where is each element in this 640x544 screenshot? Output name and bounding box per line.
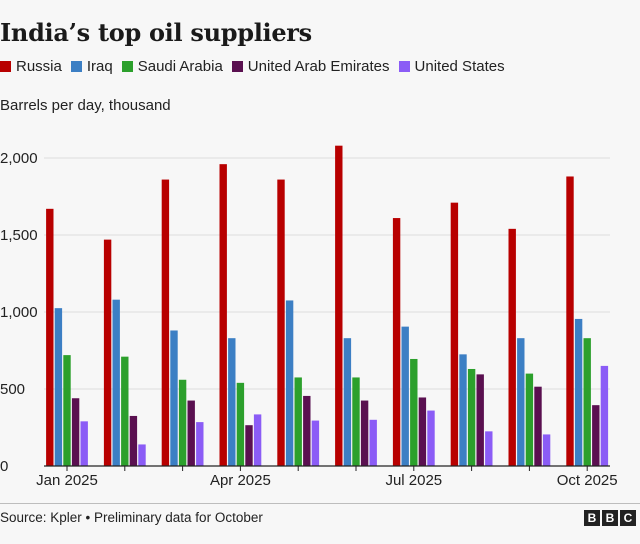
bar-united-states-may-2025 — [311, 420, 320, 466]
bar-russia-jan-2025 — [46, 208, 54, 466]
bar-saudi-arabia-apr-2025 — [236, 382, 245, 466]
bar-united-arab-emirates-may-2025 — [303, 395, 311, 466]
legend-item-iraq: Iraq — [70, 58, 113, 75]
bar-iraq-aug-2025 — [459, 354, 467, 466]
bar-iraq-apr-2025 — [228, 338, 236, 466]
bar-russia-jul-2025 — [392, 218, 401, 466]
bar-russia-mar-2025 — [161, 179, 170, 466]
legend-label: Iraq — [86, 58, 113, 75]
bar-saudi-arabia-feb-2025 — [121, 356, 129, 466]
x-tick-label: Oct 2025 — [557, 472, 618, 489]
bar-united-arab-emirates-oct-2025 — [592, 405, 600, 466]
y-tick-label: 1,000 — [0, 304, 38, 321]
bar-united-states-jul-2025 — [427, 410, 435, 466]
bar-united-states-mar-2025 — [196, 422, 204, 466]
bar-saudi-arabia-jan-2025 — [63, 355, 71, 466]
bar-united-states-feb-2025 — [138, 444, 146, 466]
bar-united-arab-emirates-jul-2025 — [418, 397, 427, 466]
bar-russia-sep-2025 — [508, 228, 516, 466]
bar-united-states-sep-2025 — [542, 434, 551, 466]
bar-saudi-arabia-mar-2025 — [178, 379, 187, 466]
legend-item-united-states: United States — [398, 58, 505, 75]
bbc-logo-letter-1: B — [584, 510, 600, 526]
bar-saudi-arabia-jul-2025 — [410, 358, 418, 466]
bbc-logo-letter-2: B — [602, 510, 618, 526]
legend-swatch — [70, 61, 82, 72]
bar-saudi-arabia-aug-2025 — [467, 368, 476, 466]
bar-united-states-oct-2025 — [600, 365, 609, 466]
bbc-logo: B B C — [584, 510, 636, 526]
legend-item-saudi-arabia: Saudi Arabia — [121, 58, 223, 75]
legend-swatch — [121, 61, 133, 72]
bar-united-arab-emirates-jan-2025 — [71, 398, 80, 466]
bar-saudi-arabia-jun-2025 — [352, 377, 360, 466]
bar-saudi-arabia-sep-2025 — [525, 373, 534, 466]
footer-divider — [0, 503, 640, 504]
legend-label: United Arab Emirates — [247, 58, 390, 75]
bar-russia-apr-2025 — [219, 164, 227, 466]
bar-united-arab-emirates-aug-2025 — [476, 374, 484, 466]
y-tick-label: 1,500 — [0, 227, 38, 244]
bar-united-arab-emirates-jun-2025 — [360, 400, 369, 466]
bar-united-arab-emirates-mar-2025 — [187, 400, 195, 466]
x-tick-label: Jan 2025 — [36, 472, 98, 489]
bar-iraq-may-2025 — [285, 300, 294, 466]
y-tick-label: 500 — [0, 381, 25, 398]
legend-swatch — [0, 61, 11, 72]
legend-label: Russia — [16, 58, 62, 75]
x-tick-label: Apr 2025 — [210, 472, 271, 489]
y-tick-label: 2,000 — [0, 150, 38, 167]
bar-iraq-jan-2025 — [54, 308, 63, 466]
x-tick-label: Jul 2025 — [385, 472, 442, 489]
legend-swatch — [398, 61, 410, 72]
legend-swatch — [231, 61, 243, 72]
bar-united-arab-emirates-sep-2025 — [534, 386, 542, 466]
bar-united-states-apr-2025 — [253, 414, 262, 466]
legend: Russia Iraq Saudi Arabia United Arab Emirat… — [0, 58, 514, 75]
bar-iraq-sep-2025 — [517, 338, 525, 466]
bar-iraq-jul-2025 — [401, 326, 409, 466]
bar-saudi-arabia-may-2025 — [294, 377, 302, 466]
bar-iraq-feb-2025 — [112, 299, 120, 466]
legend-label: Saudi Arabia — [137, 58, 223, 75]
bar-russia-may-2025 — [277, 179, 285, 466]
bar-united-arab-emirates-feb-2025 — [129, 415, 138, 466]
bar-iraq-mar-2025 — [170, 330, 178, 466]
bar-united-states-aug-2025 — [485, 431, 493, 466]
bar-united-arab-emirates-apr-2025 — [245, 425, 253, 466]
bar-russia-jun-2025 — [335, 145, 343, 466]
legend-item-united-arab-emirates: United Arab Emirates — [231, 58, 390, 75]
bar-iraq-oct-2025 — [574, 318, 583, 466]
bar-united-states-jan-2025 — [80, 421, 88, 466]
chart-title: India’s top oil suppliers — [0, 18, 312, 47]
bar-russia-aug-2025 — [450, 202, 459, 466]
y-axis-unit-label: Barrels per day, thousand — [0, 97, 171, 114]
bar-iraq-jun-2025 — [343, 338, 352, 466]
bar-saudi-arabia-oct-2025 — [583, 338, 591, 466]
bar-united-states-jun-2025 — [369, 419, 377, 466]
bar-russia-oct-2025 — [566, 176, 574, 467]
source-note: Source: Kpler • Preliminary data for Oct… — [0, 510, 263, 525]
y-tick-label: 0 — [0, 458, 8, 475]
bbc-logo-letter-3: C — [620, 510, 636, 526]
bar-russia-feb-2025 — [103, 239, 112, 466]
legend-item-russia: Russia — [0, 58, 62, 75]
legend-label: United States — [414, 58, 505, 75]
